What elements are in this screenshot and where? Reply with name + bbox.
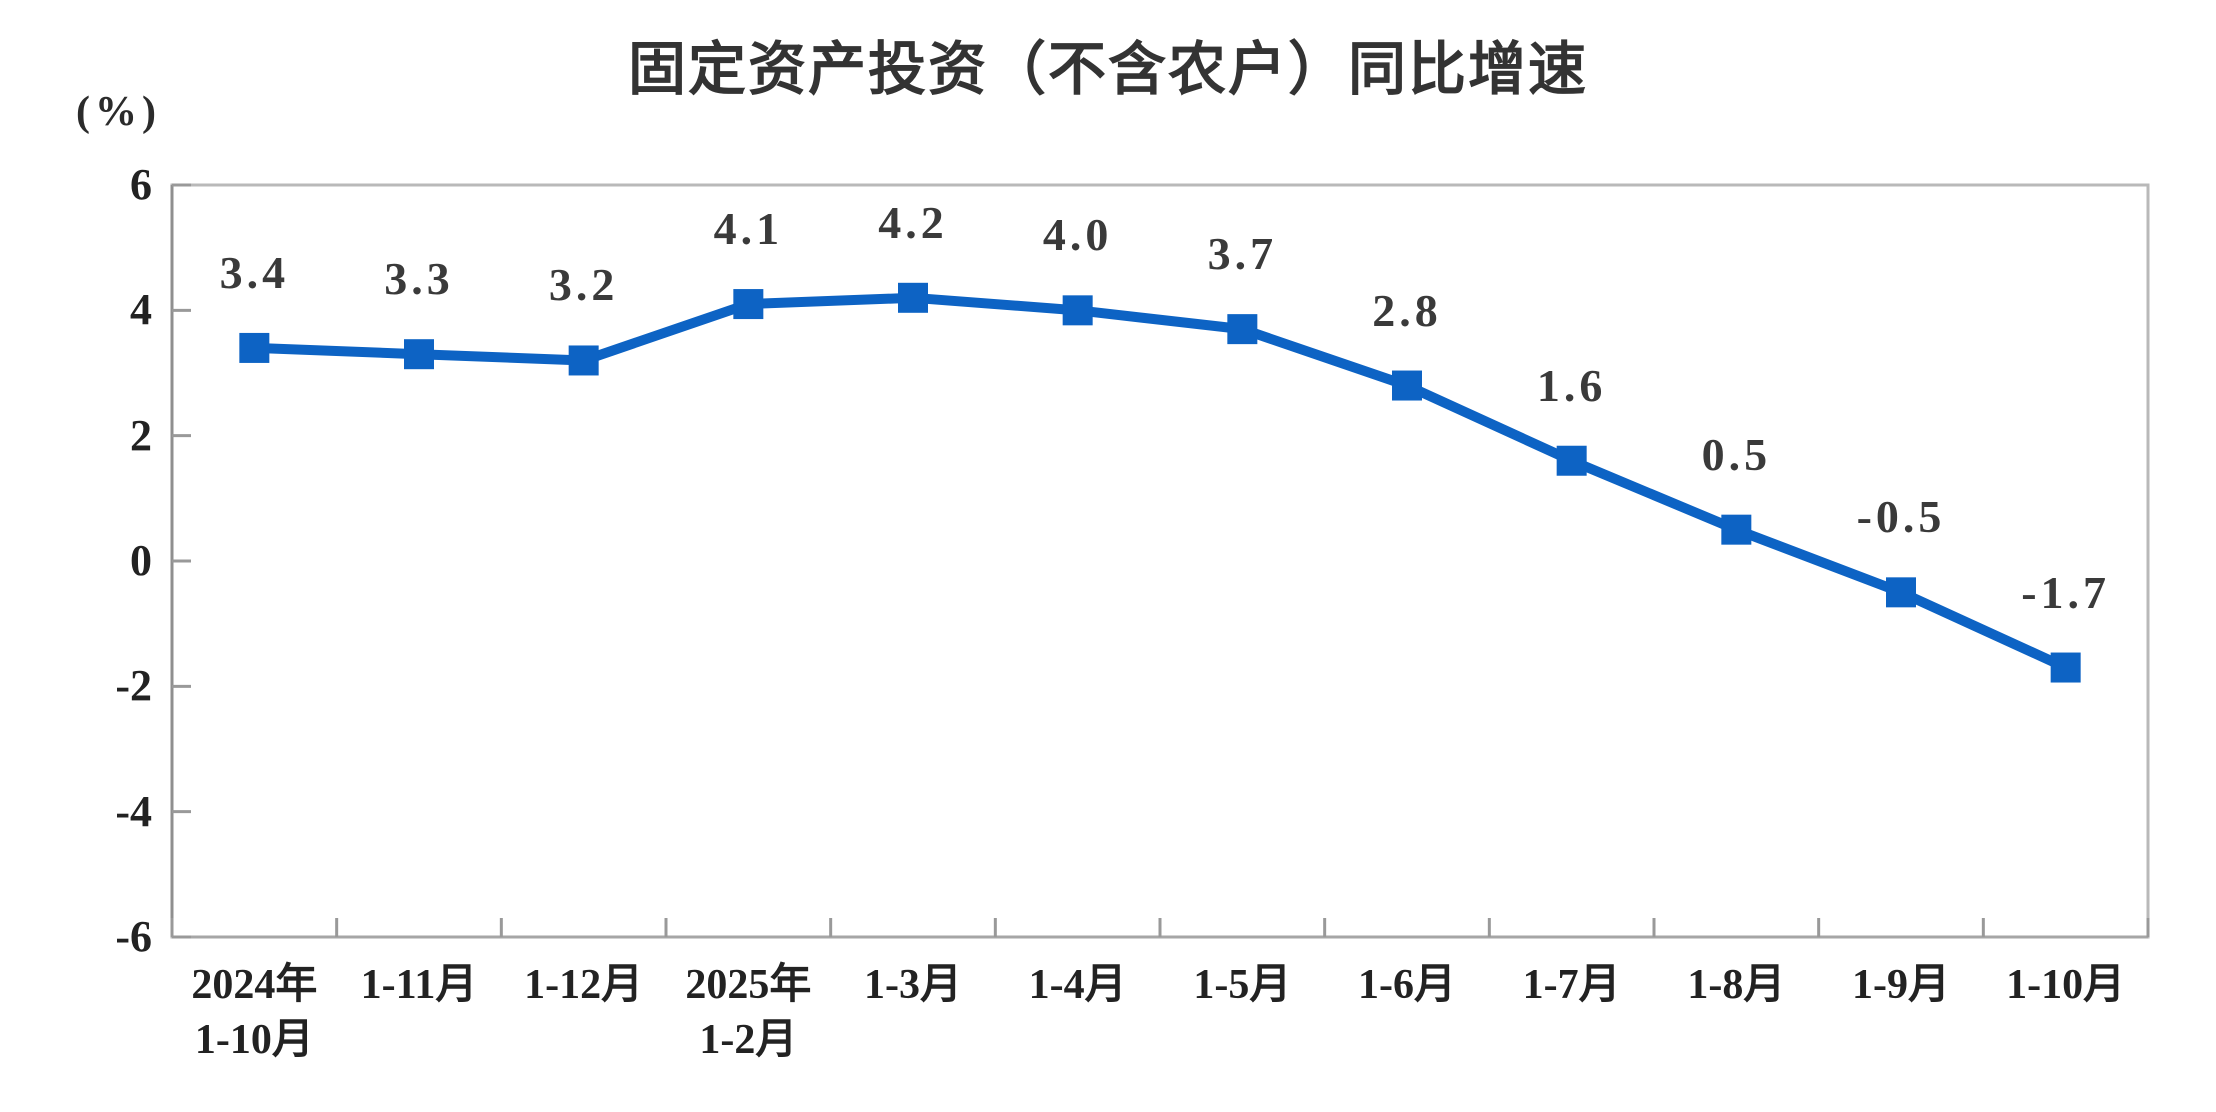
data-point-marker [1886, 577, 1916, 608]
chart-title: 固定资产投资（不含农户）同比增速 [627, 37, 1588, 102]
data-point-label: -1.7 [2021, 566, 2111, 618]
data-point-label: 3.4 [219, 246, 290, 298]
x-category-label: 1-9月 [1852, 962, 1950, 1008]
data-point-marker [1556, 445, 1587, 476]
y-tick-label: 2 [130, 410, 152, 460]
x-category-label: 1-10月 [2006, 962, 2126, 1008]
x-category-label: 1-8月 [1687, 962, 1786, 1008]
data-point-marker [898, 282, 928, 313]
x-category-label: 1-12月 [524, 962, 644, 1008]
x-category-label: 2024年 1-10月 [191, 962, 318, 1063]
y-tick-label: 0 [130, 536, 152, 585]
data-point-label: 4.1 [713, 203, 784, 255]
y-axis-unit-label: (%) [76, 89, 161, 135]
data-point-marker [1721, 514, 1752, 545]
data-point-marker [733, 289, 764, 320]
y-tick-label: 6 [130, 160, 152, 209]
y-tick-label: 4 [130, 285, 152, 335]
data-point-label: 3.2 [548, 259, 619, 311]
y-tick-label: -4 [115, 786, 152, 836]
trend-line [249, 292, 2071, 673]
data-point-label: 2.8 [1372, 284, 1442, 336]
data-point-marker [1392, 370, 1422, 401]
data-point-label: 0.5 [1701, 428, 1772, 480]
x-category-label: 1-5月 [1193, 962, 1292, 1008]
data-point-label: 4.2 [878, 196, 948, 248]
data-point-marker [239, 332, 270, 363]
data-point-marker [404, 339, 434, 370]
x-category-label: 1-6月 [1358, 962, 1456, 1008]
data-point-marker [1227, 314, 1258, 345]
data-point-marker [1062, 295, 1093, 326]
data-point-label: 1.6 [1536, 359, 1607, 411]
data-point-label: 3.7 [1207, 228, 1278, 280]
x-category-label: 1-7月 [1522, 962, 1621, 1008]
x-category-label: 1-4月 [1028, 962, 1127, 1008]
data-point-marker [568, 345, 599, 376]
data-point-label: 4.0 [1042, 209, 1113, 261]
x-category-label: 2025年 1-2月 [685, 962, 812, 1063]
y-tick-label: -2 [115, 661, 152, 711]
x-category-label: 1-3月 [864, 962, 962, 1008]
data-point-label: -0.5 [1856, 491, 1946, 543]
data-point-marker [2050, 652, 2081, 683]
x-category-label: 1-11月 [360, 962, 478, 1008]
y-tick-label: -6 [115, 912, 152, 961]
data-point-label: 3.3 [384, 253, 454, 305]
